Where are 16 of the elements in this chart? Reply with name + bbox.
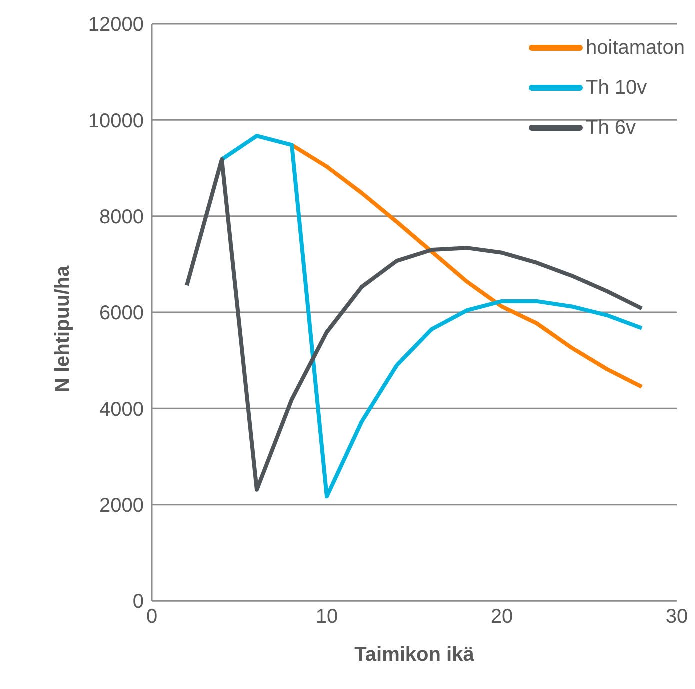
y-tick-label: 12000 — [88, 14, 144, 36]
x-tick-label: 0 — [146, 606, 158, 628]
y-tick-label: 6000 — [100, 302, 144, 325]
legend-label: Th 6v — [586, 116, 636, 140]
y-tick-label: 8000 — [100, 206, 144, 228]
x-tick-label: 30 — [666, 606, 688, 628]
y-tick-label: 0 — [132, 591, 144, 614]
y-tick-label: 4000 — [100, 398, 144, 421]
y-tick-label: 2000 — [100, 494, 144, 517]
legend-label: Th 10v — [586, 76, 648, 100]
legend-label: hoitamaton — [586, 36, 685, 60]
x-tick-label: 20 — [490, 606, 514, 628]
x-axis-title: Taimikon ikä — [354, 644, 476, 666]
y-tick-label: 10000 — [88, 110, 144, 132]
y-axis-title: N lehtipuu/ha — [52, 264, 74, 392]
x-tick-label: 10 — [316, 606, 338, 628]
